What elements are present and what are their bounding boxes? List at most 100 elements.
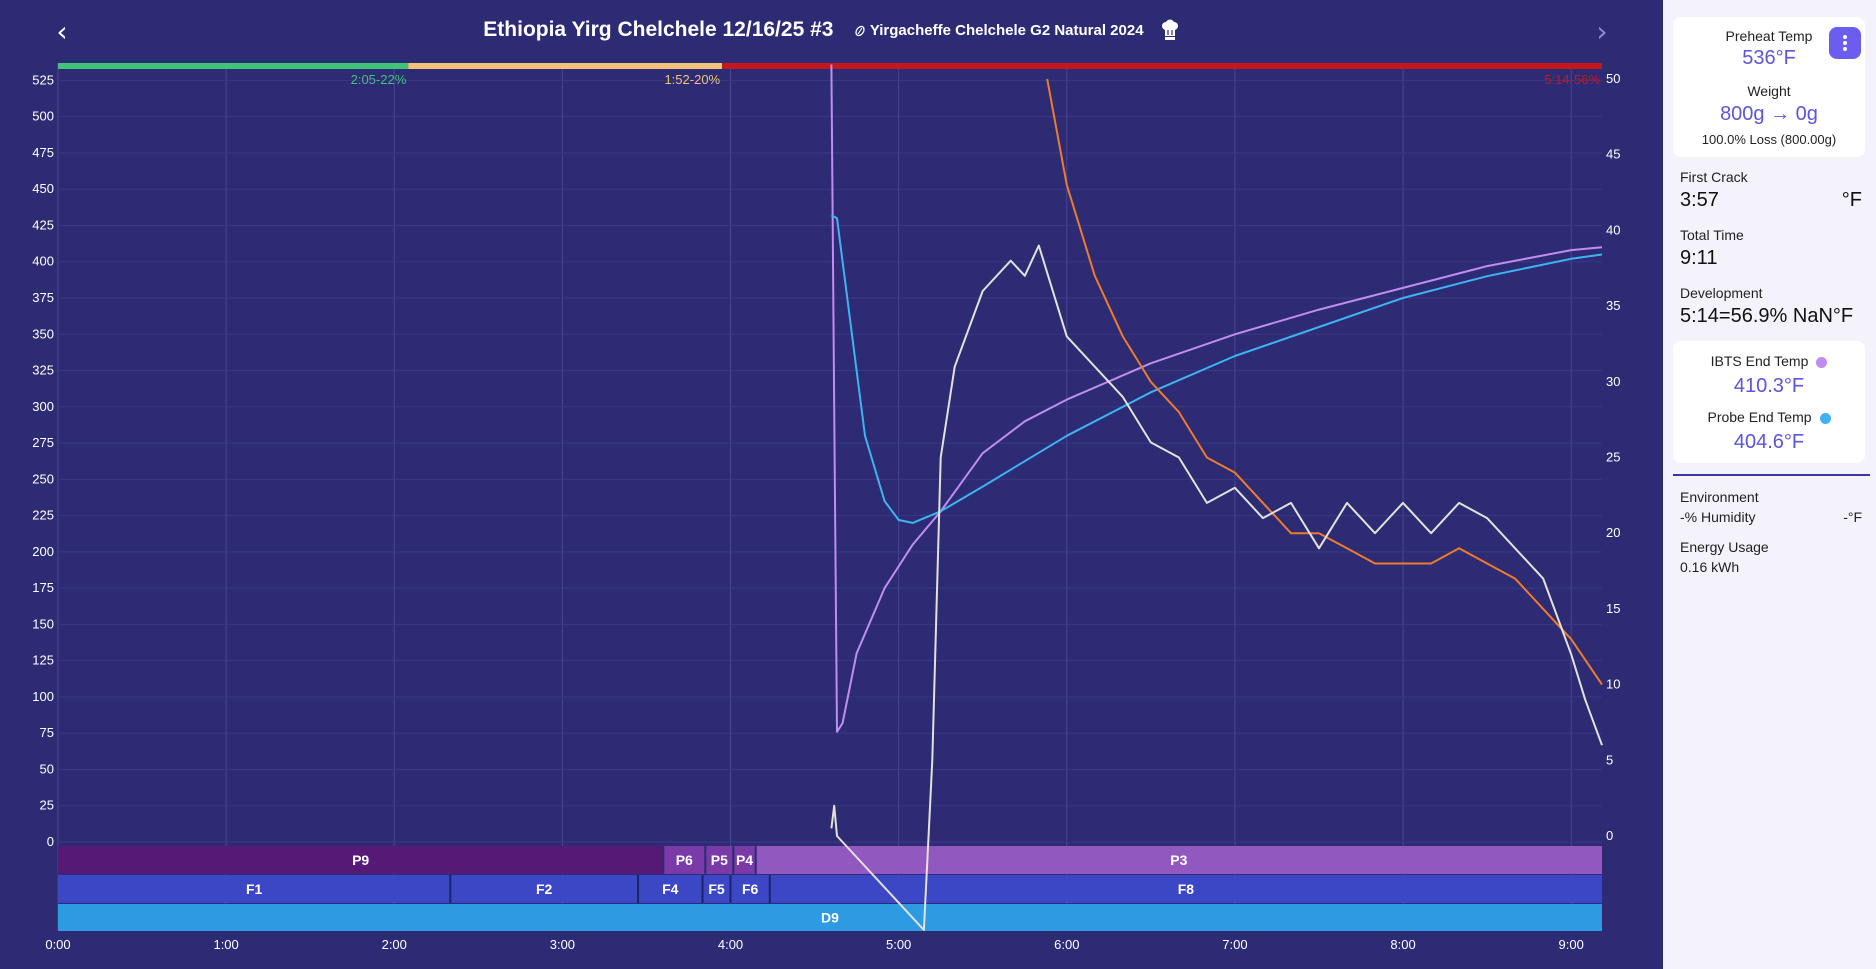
phase-bar-segment — [722, 63, 1602, 69]
chevron-right-icon: › — [1596, 15, 1608, 48]
ibts-label-row: IBTS End Temp — [1673, 353, 1865, 369]
probe-legend-icon — [1819, 412, 1831, 424]
x-tick-label: 7:00 — [1222, 937, 1247, 952]
d-row-segment — [58, 904, 1602, 931]
series-line — [830, 244, 1603, 931]
y-left-tick-label: 275 — [32, 435, 54, 450]
y-right-tick-label: 15 — [1606, 601, 1620, 616]
f-row-segment — [638, 875, 703, 903]
y-right-tick-label: 25 — [1606, 450, 1620, 465]
f-row-label: F8 — [1178, 881, 1195, 897]
y-left-tick-label: 375 — [32, 290, 54, 305]
loss-text: 100.0% Loss (800.00g) — [1701, 132, 1837, 147]
title-bar: Ethiopia Yirg Chelchele 12/16/25 #3 Yirg… — [0, 18, 1663, 42]
first-crack-time: 3:57 — [1680, 189, 1719, 211]
development-value: 5:14=56.9% NaN°F — [1680, 305, 1854, 327]
p-row-label: P5 — [711, 852, 728, 868]
y-left-tick-label: 250 — [32, 471, 54, 486]
y-right-tick-label: 10 — [1606, 677, 1620, 692]
weight-label: Weight — [1747, 83, 1791, 99]
ibts-label: IBTS End Temp — [1710, 353, 1809, 369]
y-left-tick-label: 125 — [32, 653, 54, 668]
y-left-tick-label: 525 — [32, 72, 54, 87]
y-left-tick-label: 300 — [32, 399, 54, 414]
p-row-label: P6 — [676, 852, 693, 868]
p-row-segment — [755, 846, 1602, 874]
phase-label: 1:52-20% — [664, 72, 720, 87]
x-tick-label: 2:00 — [382, 937, 407, 952]
p-row-segment — [733, 846, 756, 874]
side-panel: Preheat Temp 536°F Weight 800g → 0g 100.… — [1663, 0, 1876, 969]
phase-label: 2:05-22% — [351, 72, 407, 87]
f-row-label: F1 — [246, 881, 263, 897]
y-left-tick-label: 150 — [32, 616, 54, 631]
y-right-tick-label: 0 — [1606, 828, 1613, 843]
f-row-segment — [769, 875, 1602, 903]
f-row-segment — [730, 875, 770, 903]
p-row-segment — [58, 846, 664, 874]
environment-label: Environment — [1680, 489, 1759, 505]
f-row-label: F6 — [742, 881, 759, 897]
preheat-value: 536°F — [1742, 47, 1796, 69]
y-right-tick-label: 40 — [1606, 222, 1620, 237]
ibts-legend-icon — [1816, 356, 1828, 368]
bean-name: Yirgacheffe Chelchele G2 Natural 2024 — [869, 21, 1144, 39]
y-left-tick-label: 475 — [32, 145, 54, 160]
f-row-label: F2 — [536, 881, 553, 897]
y-right-tick-label: 35 — [1606, 298, 1620, 313]
roast-chart: 0:00 1:00 2:00 3:00 4:00 5:00 6:00 7:00 8:00 9:00… — [32, 63, 1620, 952]
y-right-tick-label: 30 — [1606, 374, 1620, 389]
previous-roast-button[interactable]: ‹ — [47, 18, 77, 48]
ibts-value: 410.3°F — [1733, 375, 1805, 397]
y-left-tick-label: 200 — [32, 544, 54, 559]
phase-label: 5:14-56% — [1544, 72, 1600, 87]
total-time-value: 9:11 — [1680, 247, 1718, 269]
divider — [1673, 474, 1870, 476]
phase-bar-segment — [408, 63, 723, 69]
phase-bar-segment — [58, 63, 409, 69]
x-tick-label: 0:00 — [45, 937, 70, 952]
y-right-tick-label: 5 — [1606, 752, 1613, 767]
x-tick-label: 5:00 — [886, 937, 911, 952]
total-time-label: Total Time — [1680, 227, 1744, 243]
f-row-label: F4 — [662, 881, 679, 897]
x-tick-label: 9:00 — [1559, 937, 1584, 952]
x-tick-label: 6:00 — [1054, 937, 1079, 952]
first-crack-label: First Crack — [1680, 169, 1748, 185]
humidity-text: -% Humidity — [1680, 509, 1756, 525]
y-left-tick-label: 25 — [40, 798, 54, 813]
y-left-tick-label: 400 — [32, 254, 54, 269]
f-row-segment — [58, 875, 451, 903]
probe-value: 404.6°F — [1733, 431, 1805, 453]
next-roast-button[interactable]: › — [1587, 18, 1617, 48]
x-tick-label: 3:00 — [550, 937, 575, 952]
series-line — [1046, 78, 1603, 686]
y-left-tick-label: 500 — [32, 109, 54, 124]
probe-label-row: Probe End Temp — [1673, 409, 1865, 425]
y-left-tick-label: 0 — [47, 834, 54, 849]
roast-title: Ethiopia Yirg Chelchele 12/16/25 #3 — [483, 18, 834, 41]
y-left-tick-label: 450 — [32, 181, 54, 196]
y-left-tick-label: 425 — [32, 217, 54, 232]
chevron-left-icon: ‹ — [56, 15, 68, 48]
f-row-segment — [450, 875, 639, 903]
bean-link[interactable]: Yirgacheffe Chelchele G2 Natural 2024 — [848, 22, 1148, 39]
f-row-label: F5 — [708, 881, 725, 897]
bean-icon — [855, 25, 865, 36]
chart-panel: 0:00 1:00 2:00 3:00 4:00 5:00 6:00 7:00 8:00 9:00… — [0, 17, 1663, 952]
x-tick-label: 8:00 — [1390, 937, 1415, 952]
x-tick-label: 1:00 — [213, 937, 238, 952]
series-line — [830, 214, 1603, 524]
y-left-tick-label: 50 — [40, 761, 54, 776]
y-right-tick-label: 45 — [1606, 147, 1620, 162]
y-left-tick-label: 325 — [32, 363, 54, 378]
energy-value: 0.16 kWh — [1680, 559, 1740, 575]
y-right-tick-label: 20 — [1606, 525, 1620, 540]
chef-hat-icon[interactable] — [1160, 19, 1180, 41]
preheat-label: Preheat Temp — [1725, 28, 1813, 44]
p-row-segment — [705, 846, 734, 874]
y-left-tick-label: 100 — [32, 689, 54, 704]
first-crack-temp: °F — [1841, 189, 1862, 211]
more-menu-button[interactable] — [1829, 27, 1861, 59]
energy-label: Energy Usage — [1680, 539, 1769, 555]
